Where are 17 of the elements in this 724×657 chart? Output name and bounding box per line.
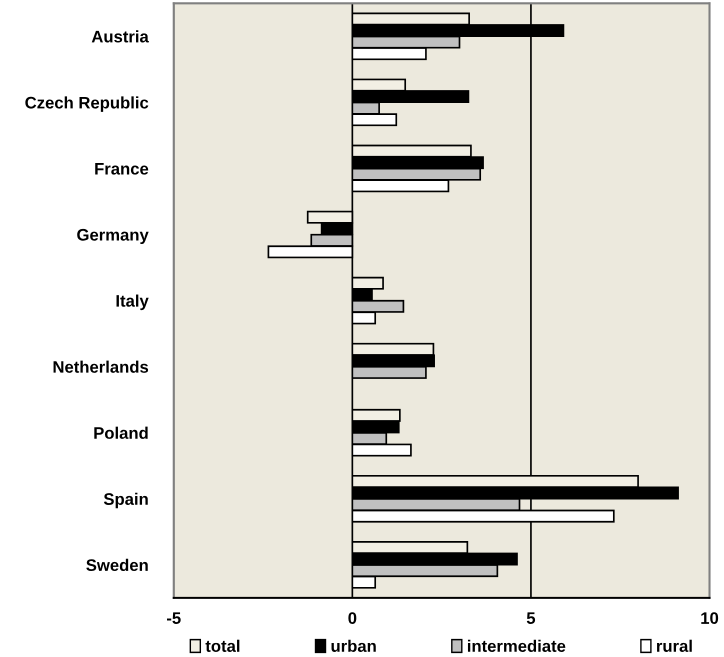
x-tick-label: -5 [167, 612, 181, 624]
legend-label: rural [657, 640, 692, 652]
legend-label: total [206, 640, 240, 652]
y-tick-label: Germany [77, 228, 149, 244]
y-tick-label: Austria [92, 30, 149, 43]
legend-label: intermediate [468, 640, 566, 652]
y-tick-label: Spain [104, 492, 148, 508]
y-tick-label: Poland [94, 426, 148, 439]
x-tick-label: 0 [348, 612, 356, 624]
y-tick-label: Sweden [86, 558, 148, 572]
y-tick-label: Czech Republic [25, 96, 148, 112]
x-tick-label: 5 [526, 612, 536, 624]
legend-label: urban [332, 640, 376, 652]
y-tick-label: France [95, 163, 148, 175]
y-tick-label: Netherlands [54, 360, 148, 373]
x-tick-label: 10 [701, 612, 718, 624]
y-tick-label: Italy [116, 294, 149, 310]
